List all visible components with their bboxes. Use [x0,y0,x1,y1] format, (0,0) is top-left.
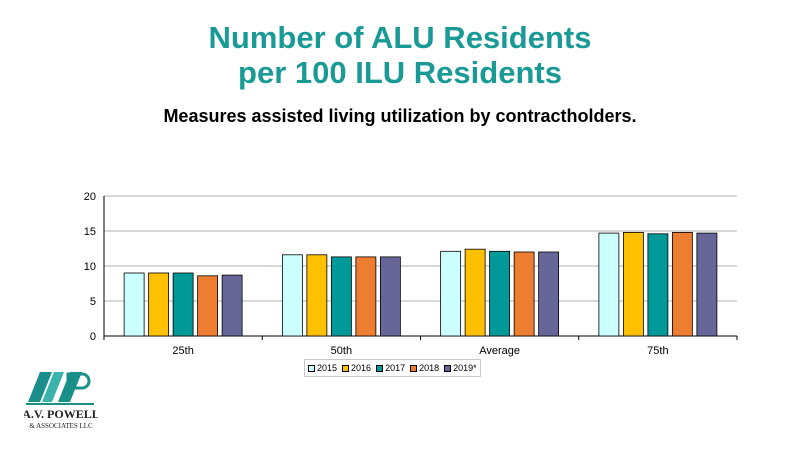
y-tick-label: 5 [90,296,96,308]
legend-label: 2019* [453,363,477,373]
bar-2016-50th [306,254,328,337]
bar-2019-average [538,251,560,337]
chart-legend: 2015 2016 2017 2018 2019* [304,359,481,377]
bar-2018-50th [355,256,377,337]
bar-2015-25th [123,272,145,337]
bar-2019-50th [379,256,401,337]
chart-title-line1: Number of ALU Residents [208,20,592,55]
company-logo: A.V. POWELL & ASSOCIATES LLC [24,372,98,430]
x-tick-label: 50th [331,345,352,357]
bar-2016-average [464,248,486,337]
y-tick-label: 0 [90,331,96,343]
y-tick-label: 20 [84,191,96,203]
legend-swatch [376,364,384,372]
legend-swatch [308,364,315,372]
logo-name: A.V. POWELL [24,407,98,421]
legend-label: 2017 [385,363,406,373]
bar-2019-75th [696,232,718,337]
bar-2018-75th [671,231,693,337]
bar-2015-average [440,250,462,337]
chart-subtitle: Measures assisted living utilization by … [163,106,637,126]
legend-label: 2015 [317,363,338,373]
y-tick-label: 15 [84,226,96,238]
legend-item: 2019* [444,363,477,373]
legend-swatch [342,364,350,372]
legend-label: 2016 [351,363,372,373]
bar-2016-75th [622,231,644,337]
bar-2017-average [489,250,511,337]
legend-item: 2018 [410,363,439,373]
bar-2017-25th [172,272,194,337]
x-tick-label: 75th [647,345,668,357]
bar-2017-75th [647,233,669,337]
legend-item: 2015 [308,363,337,373]
y-tick-label: 10 [84,261,96,273]
chart-title: Number of ALU Residents per 100 ILU Resi… [0,20,800,90]
legend-item: 2016 [342,363,371,373]
bar-2015-50th [281,254,303,337]
bar-2017-50th [330,256,352,337]
legend-swatch [444,364,452,372]
bar-2019-25th [221,274,243,337]
logo-subname: & ASSOCIATES LLC [29,422,93,430]
x-tick-label: Average [479,345,520,357]
legend-label: 2018 [419,363,440,373]
logo-mark-icon [26,372,94,405]
bar-2018-average [513,251,535,337]
bar-2016-25th [148,272,170,337]
bar-2015-75th [598,232,620,337]
chart-title-line2: per 100 ILU Residents [238,55,562,90]
legend-swatch [410,364,418,372]
bar-2018-25th [197,275,219,337]
legend-item: 2017 [376,363,405,373]
x-tick-label: 25th [172,345,193,357]
